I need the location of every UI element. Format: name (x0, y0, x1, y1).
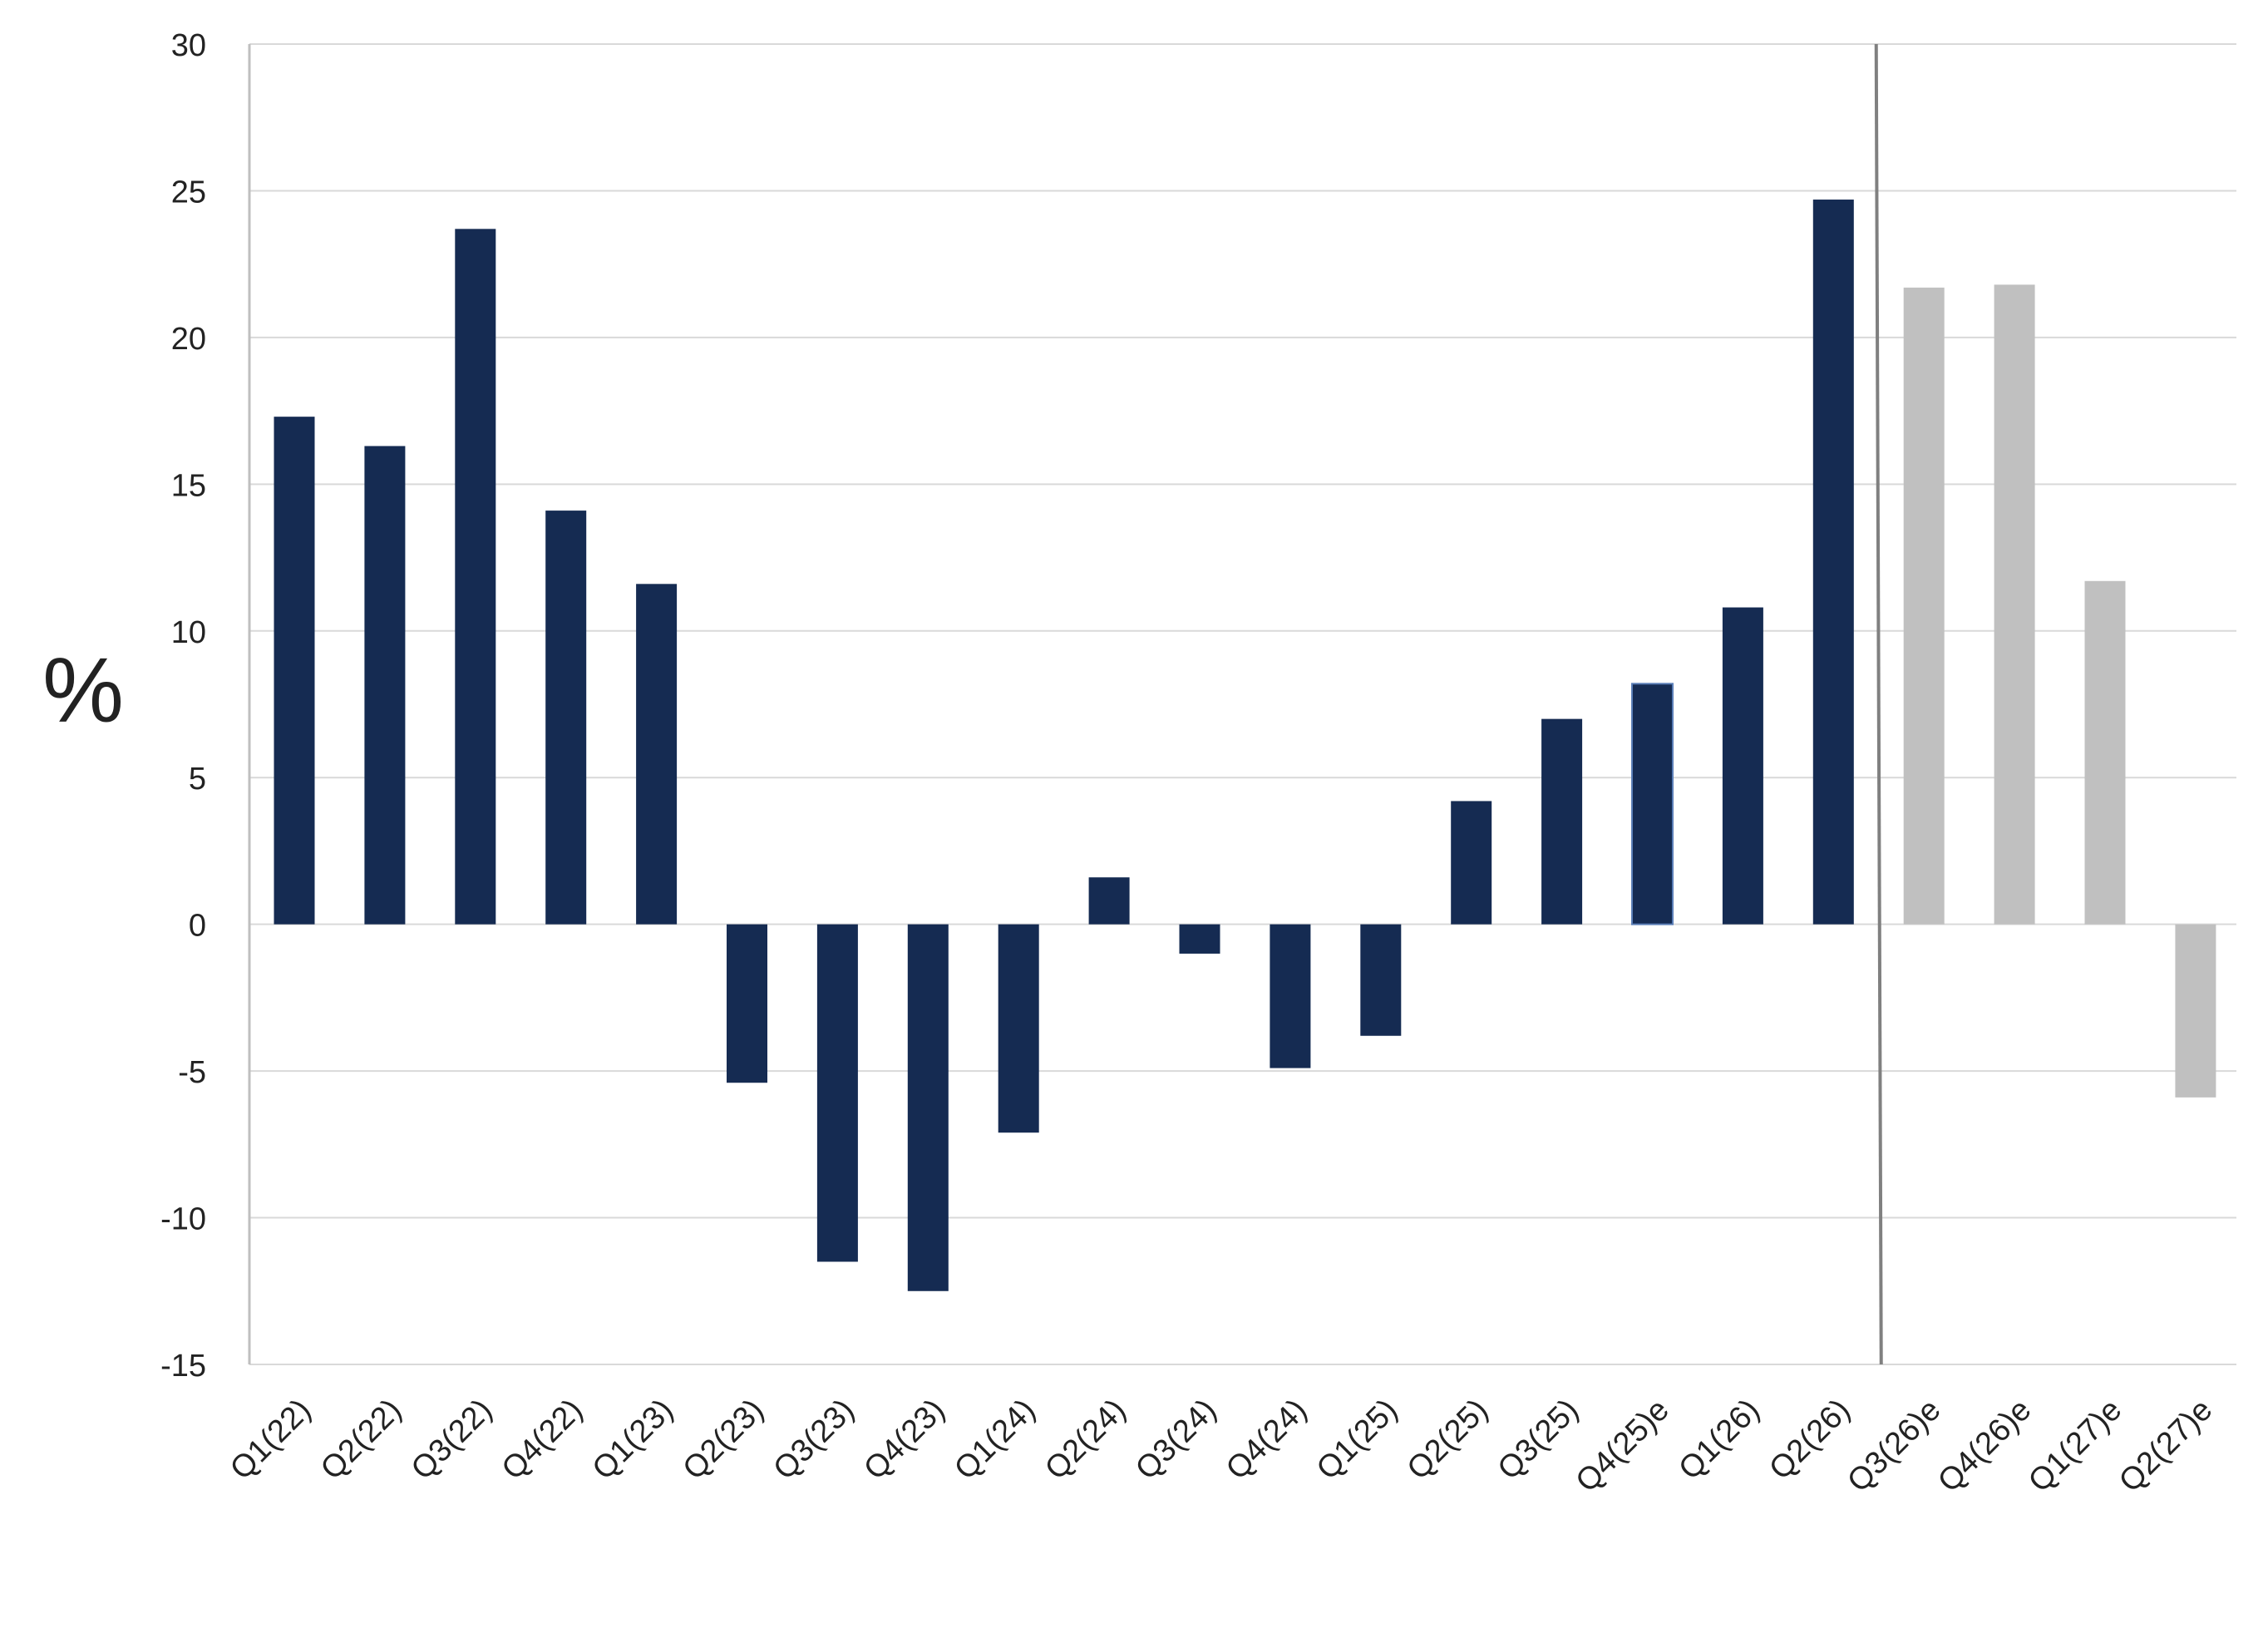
bar-Q1(25) (1360, 924, 1402, 1036)
x-tick-label: Q4(26)e (1931, 1393, 2038, 1499)
x-tick-label: Q4(23) (857, 1393, 951, 1487)
y-tick-label: 15 (171, 468, 206, 503)
y-tick-label: -15 (160, 1349, 206, 1384)
bar-Q2(22) (364, 446, 406, 925)
x-axis-ticks: Q1(22)Q2(22)Q3(22)Q4(22)Q1(23)Q2(23)Q3(2… (224, 1393, 2219, 1499)
y-tick-label: 5 (189, 762, 206, 797)
x-tick-label: Q3(24) (1129, 1393, 1223, 1487)
bar-Q3(26)e (1903, 287, 1945, 925)
x-tick-label: Q4(25)e (1570, 1393, 1676, 1499)
y-axis-ticks: 30 25 20 15 10 5 0 -5 -10 -15 (160, 28, 206, 1384)
bars (274, 200, 2216, 1291)
x-tick-label: Q1(24) (948, 1393, 1042, 1487)
bar-Q3(24) (1179, 924, 1220, 954)
x-tick-label: Q3(26)e (1841, 1393, 1947, 1499)
bar-Q1(26) (1722, 607, 1763, 925)
y-tick-label: -10 (160, 1202, 206, 1237)
bar-Q2(25) (1451, 801, 1492, 925)
y-axis-label: % (42, 639, 124, 742)
forecast-divider-line (1874, 43, 1883, 1365)
x-tick-label: Q1(27)e (2022, 1393, 2128, 1499)
bar-Q3(23) (816, 924, 858, 1262)
bar-Q2(24) (1088, 877, 1130, 925)
bar-Q2(27)e (2175, 924, 2216, 1098)
y-tick-label: 10 (171, 615, 206, 650)
x-tick-label: Q4(24) (1220, 1393, 1314, 1487)
x-tick-label: Q1(23) (586, 1393, 680, 1487)
x-tick-label: Q2(27)e (2113, 1393, 2219, 1499)
x-tick-label: Q1(25) (1310, 1393, 1404, 1487)
bar-Q1(27)e (2084, 580, 2126, 925)
bar-Q1(22) (274, 417, 315, 925)
bar-Q2(26) (1812, 200, 1854, 925)
bar-Q1(24) (998, 924, 1039, 1133)
x-tick-label: Q2(25) (1401, 1393, 1495, 1487)
bar-Q4(24) (1270, 924, 1311, 1068)
bar-Q1(23) (636, 584, 678, 925)
x-tick-label: Q4(22) (496, 1393, 589, 1487)
bar-Q3(22) (455, 229, 496, 925)
x-tick-label: Q2(22) (314, 1393, 408, 1487)
x-tick-label: Q1(22) (224, 1393, 318, 1487)
x-tick-label: Q3(23) (767, 1393, 860, 1487)
bar-Q2(23) (727, 924, 767, 1083)
x-tick-label: Q2(23) (677, 1393, 771, 1487)
y-tick-label: -5 (178, 1055, 206, 1090)
x-tick-label: Q3(22) (405, 1393, 499, 1487)
bar-Q3(25) (1541, 718, 1583, 925)
y-tick-label: 0 (189, 909, 206, 944)
x-tick-label: Q1(26) (1672, 1393, 1766, 1487)
y-tick-label: 20 (171, 322, 206, 357)
x-tick-label: Q2(24) (1038, 1393, 1132, 1487)
bar-Q4(22) (545, 511, 587, 925)
bar-Q4(25)e (1631, 683, 1674, 925)
y-tick-label: 25 (171, 175, 206, 210)
bar-Q4(23) (907, 924, 949, 1291)
bar-Q4(26)e (1994, 284, 2035, 925)
y-tick-label: 30 (171, 28, 206, 63)
